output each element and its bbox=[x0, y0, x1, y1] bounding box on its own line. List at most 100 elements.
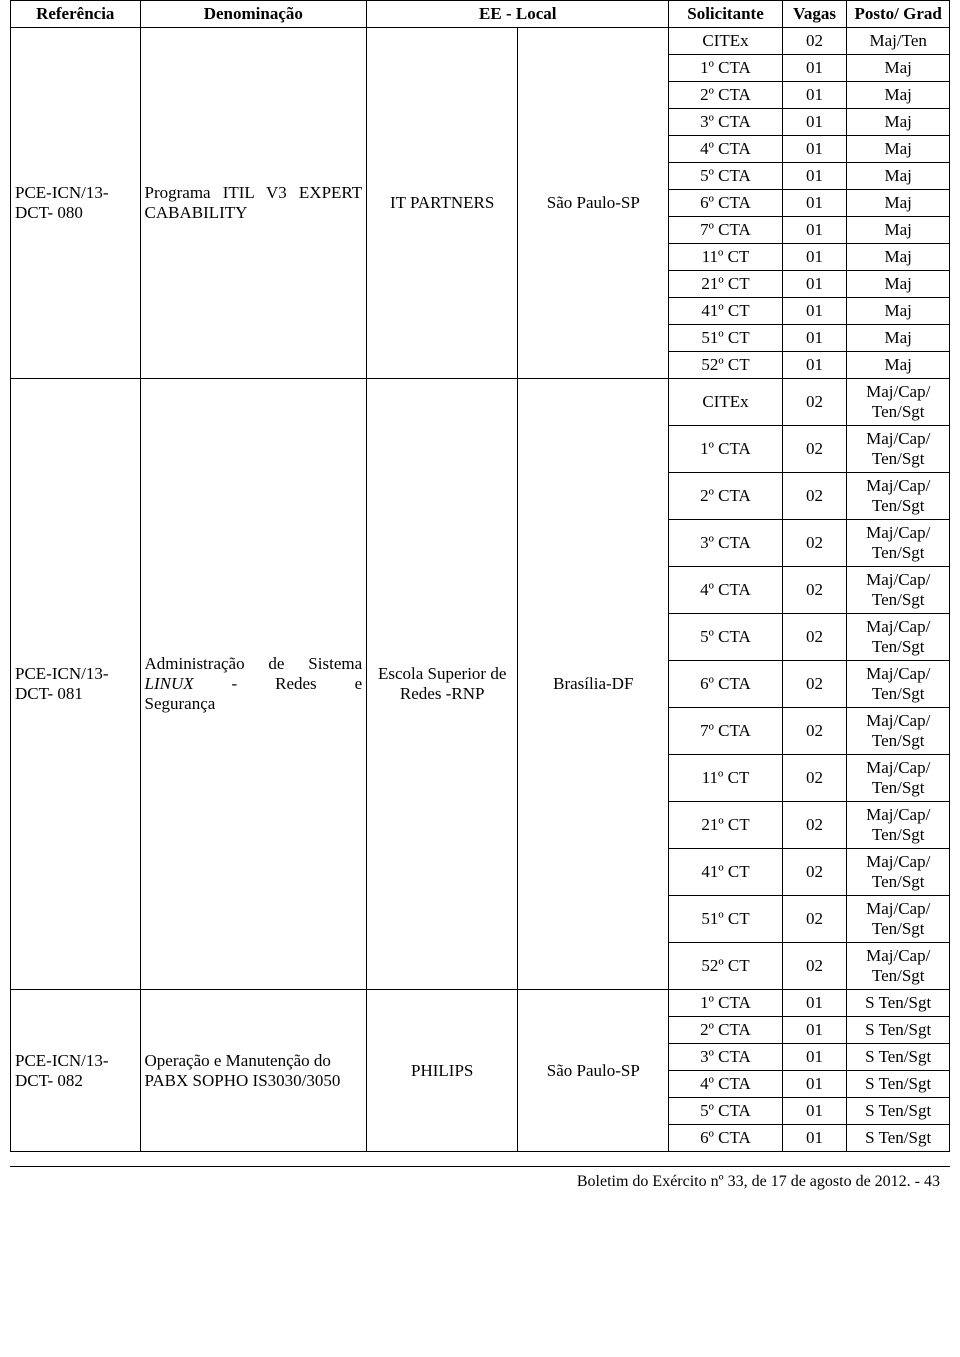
cell-denominacao: Programa ITIL V3 EXPERT CABABILITY bbox=[140, 28, 367, 379]
cell-denominacao: Operação e Manutenção do PABX SOPHO IS30… bbox=[140, 990, 367, 1152]
cell-vagas: 01 bbox=[782, 136, 847, 163]
cell-solicitante: 6º CTA bbox=[669, 661, 782, 708]
table-row: PCE-ICN/13-DCT- 080Programa ITIL V3 EXPE… bbox=[11, 28, 950, 55]
cell-vagas: 01 bbox=[782, 325, 847, 352]
cell-posto-grad: Maj/Ten bbox=[847, 28, 950, 55]
cell-solicitante: 52º CT bbox=[669, 943, 782, 990]
cell-posto-grad: Maj/Cap/ Ten/Sgt bbox=[847, 567, 950, 614]
cell-posto-grad: Maj/Cap/ Ten/Sgt bbox=[847, 943, 950, 990]
cell-vagas: 01 bbox=[782, 163, 847, 190]
cell-solicitante: 5º CTA bbox=[669, 614, 782, 661]
cell-vagas: 02 bbox=[782, 379, 847, 426]
cell-vagas: 01 bbox=[782, 298, 847, 325]
cell-posto-grad: Maj bbox=[847, 136, 950, 163]
cell-referencia: PCE-ICN/13-DCT- 080 bbox=[11, 28, 141, 379]
cell-ee: IT PARTNERS bbox=[367, 28, 518, 379]
cell-posto-grad: Maj bbox=[847, 271, 950, 298]
table-row: PCE-ICN/13-DCT- 081Administração de Sist… bbox=[11, 379, 950, 426]
cell-vagas: 02 bbox=[782, 567, 847, 614]
page-footer: Boletim do Exército nº 33, de 17 de agos… bbox=[10, 1166, 950, 1191]
cell-ee: PHILIPS bbox=[367, 990, 518, 1152]
cell-vagas: 02 bbox=[782, 708, 847, 755]
cell-solicitante: 7º CTA bbox=[669, 708, 782, 755]
cell-solicitante: 1º CTA bbox=[669, 55, 782, 82]
cell-vagas: 01 bbox=[782, 109, 847, 136]
cell-vagas: 02 bbox=[782, 943, 847, 990]
cell-vagas: 01 bbox=[782, 55, 847, 82]
cell-posto-grad: Maj bbox=[847, 82, 950, 109]
header-row: Referência Denominação EE - Local Solici… bbox=[11, 1, 950, 28]
cell-solicitante: 51º CT bbox=[669, 896, 782, 943]
cell-solicitante: 21º CT bbox=[669, 271, 782, 298]
cell-vagas: 01 bbox=[782, 244, 847, 271]
cell-solicitante: 3º CTA bbox=[669, 109, 782, 136]
cell-posto-grad: Maj/Cap/ Ten/Sgt bbox=[847, 755, 950, 802]
cell-solicitante: 51º CT bbox=[669, 325, 782, 352]
cell-vagas: 02 bbox=[782, 426, 847, 473]
cell-posto-grad: Maj/Cap/ Ten/Sgt bbox=[847, 473, 950, 520]
cell-vagas: 01 bbox=[782, 1098, 847, 1125]
cell-solicitante: 2º CTA bbox=[669, 1017, 782, 1044]
cell-posto-grad: S Ten/Sgt bbox=[847, 1125, 950, 1152]
cell-vagas: 02 bbox=[782, 849, 847, 896]
cell-vagas: 02 bbox=[782, 473, 847, 520]
cell-solicitante: 1º CTA bbox=[669, 990, 782, 1017]
cell-solicitante: 4º CTA bbox=[669, 567, 782, 614]
cell-posto-grad: Maj bbox=[847, 55, 950, 82]
header-solicitante: Solicitante bbox=[669, 1, 782, 28]
header-posto-grad: Posto/ Grad bbox=[847, 1, 950, 28]
cell-posto-grad: Maj bbox=[847, 217, 950, 244]
cell-vagas: 01 bbox=[782, 1071, 847, 1098]
cell-vagas: 02 bbox=[782, 28, 847, 55]
cell-posto-grad: Maj bbox=[847, 163, 950, 190]
cell-solicitante: 4º CTA bbox=[669, 1071, 782, 1098]
cell-posto-grad: S Ten/Sgt bbox=[847, 1071, 950, 1098]
cell-posto-grad: Maj/Cap/ Ten/Sgt bbox=[847, 802, 950, 849]
cell-posto-grad: Maj/Cap/ Ten/Sgt bbox=[847, 849, 950, 896]
cell-solicitante: 5º CTA bbox=[669, 1098, 782, 1125]
cell-posto-grad: Maj/Cap/ Ten/Sgt bbox=[847, 614, 950, 661]
cell-posto-grad: Maj/Cap/ Ten/Sgt bbox=[847, 661, 950, 708]
cell-local: São Paulo-SP bbox=[518, 28, 669, 379]
cell-vagas: 01 bbox=[782, 352, 847, 379]
cell-vagas: 02 bbox=[782, 896, 847, 943]
cell-referencia: PCE-ICN/13-DCT- 082 bbox=[11, 990, 141, 1152]
cell-posto-grad: Maj/Cap/ Ten/Sgt bbox=[847, 379, 950, 426]
cell-posto-grad: Maj bbox=[847, 352, 950, 379]
cell-solicitante: CITEx bbox=[669, 379, 782, 426]
cell-posto-grad: Maj bbox=[847, 244, 950, 271]
cell-solicitante: 11º CT bbox=[669, 244, 782, 271]
cell-vagas: 02 bbox=[782, 520, 847, 567]
cell-solicitante: 3º CTA bbox=[669, 1044, 782, 1071]
cell-solicitante: 52º CT bbox=[669, 352, 782, 379]
cell-posto-grad: Maj/Cap/ Ten/Sgt bbox=[847, 426, 950, 473]
cell-solicitante: 6º CTA bbox=[669, 190, 782, 217]
cell-solicitante: 41º CT bbox=[669, 298, 782, 325]
cell-solicitante: CITEx bbox=[669, 28, 782, 55]
cell-solicitante: 11º CT bbox=[669, 755, 782, 802]
cell-posto-grad: Maj bbox=[847, 109, 950, 136]
cell-vagas: 01 bbox=[782, 217, 847, 244]
cell-vagas: 02 bbox=[782, 661, 847, 708]
cell-solicitante: 3º CTA bbox=[669, 520, 782, 567]
cell-posto-grad: Maj bbox=[847, 190, 950, 217]
cell-posto-grad: Maj/Cap/ Ten/Sgt bbox=[847, 520, 950, 567]
cell-vagas: 02 bbox=[782, 614, 847, 661]
cell-posto-grad: S Ten/Sgt bbox=[847, 1098, 950, 1125]
cell-posto-grad: S Ten/Sgt bbox=[847, 1044, 950, 1071]
cell-posto-grad: S Ten/Sgt bbox=[847, 1017, 950, 1044]
cell-solicitante: 4º CTA bbox=[669, 136, 782, 163]
cell-vagas: 01 bbox=[782, 1044, 847, 1071]
cell-solicitante: 1º CTA bbox=[669, 426, 782, 473]
cell-local: São Paulo-SP bbox=[518, 990, 669, 1152]
cell-denominacao: Administração de SistemaLINUX - Redes eS… bbox=[140, 379, 367, 990]
cell-vagas: 01 bbox=[782, 271, 847, 298]
cell-posto-grad: Maj/Cap/ Ten/Sgt bbox=[847, 708, 950, 755]
cell-vagas: 01 bbox=[782, 1125, 847, 1152]
cell-posto-grad: Maj bbox=[847, 325, 950, 352]
header-referencia: Referência bbox=[11, 1, 141, 28]
cell-ee: Escola Superior de Redes -RNP bbox=[367, 379, 518, 990]
table-row: PCE-ICN/13-DCT- 082Operação e Manutenção… bbox=[11, 990, 950, 1017]
cell-solicitante: 7º CTA bbox=[669, 217, 782, 244]
cell-posto-grad: S Ten/Sgt bbox=[847, 990, 950, 1017]
